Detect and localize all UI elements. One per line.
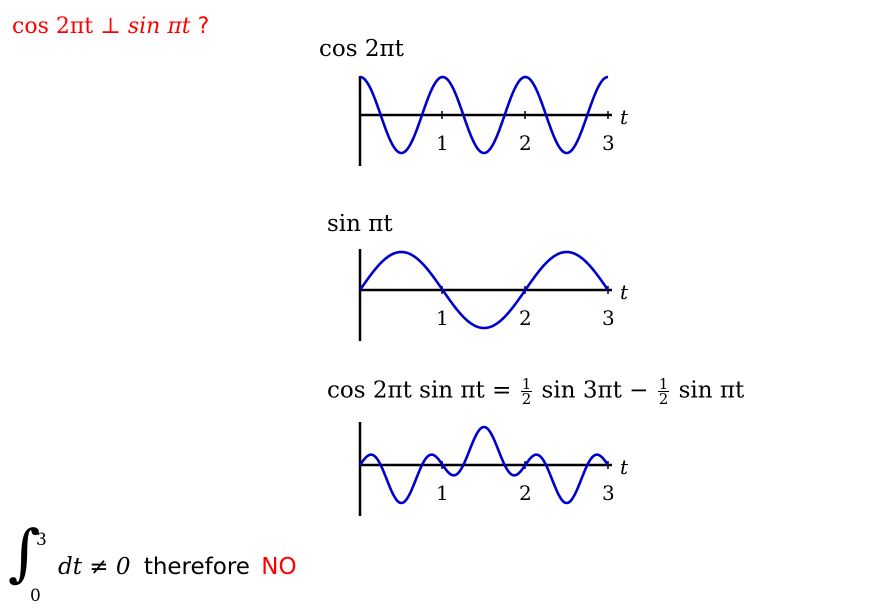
plot-3-tick-label-1: 1 — [436, 481, 449, 505]
plot-2-axis-label: t — [620, 280, 629, 304]
plot-1-tick-label-1: 1 — [436, 131, 449, 155]
plot-3-title-right: sin πt — [678, 377, 745, 404]
integrand: dt ≠ 0 — [58, 554, 131, 580]
therefore-word: therefore — [143, 554, 250, 580]
plot-1-tick-label-3: 3 — [602, 131, 615, 155]
question-heading: cos 2πt ⊥ sin πt ? — [12, 14, 209, 39]
plot-2-title-text: sin πt — [327, 211, 393, 237]
plot-3-title-left: cos 2πt sin πt = — [327, 377, 512, 404]
plot-2-tick-label-1: 1 — [436, 306, 449, 330]
plot-2-title: sin πt — [327, 211, 393, 237]
question-lhs: cos 2πt — [12, 14, 94, 39]
question-rhs: sin πt — [127, 14, 191, 39]
integral-upper-limit: 3 — [36, 530, 47, 550]
fraction-2-denominator: 2 — [658, 390, 669, 408]
fraction-1-numerator: 1 — [520, 375, 533, 393]
plot-1-curve — [359, 75, 609, 155]
plot-3-curve — [358, 425, 610, 505]
plot-3-tick-label-3: 3 — [602, 481, 615, 505]
plot-2-tick-label-3: 3 — [602, 306, 615, 330]
fraction-1-denominator: 2 — [521, 390, 532, 408]
plot-1-tick-label-2: 2 — [519, 131, 532, 155]
plot-3: 1 2 3 t — [358, 422, 629, 516]
verdict: NO — [261, 554, 297, 580]
plot-1-title: cos 2πt — [319, 36, 404, 62]
perpendicular-symbol: ⊥ — [100, 14, 121, 39]
conclusion-line: dt ≠ 0 therefore NO — [58, 554, 297, 580]
plot-2-curve — [358, 250, 610, 330]
plot-1-axis-label: t — [620, 105, 629, 129]
plot-3-tick-label-2: 2 — [519, 481, 532, 505]
plot-3-title-mid: sin 3πt − — [541, 377, 649, 404]
plot-3-axis-label: t — [620, 455, 629, 479]
plot-2: 1 2 3 t — [358, 249, 629, 341]
integral-sign: ∫ — [8, 516, 41, 589]
integral-lower-limit: 0 — [30, 586, 41, 606]
plot-2-tick-label-2: 2 — [519, 306, 532, 330]
question-mark: ? — [197, 14, 210, 39]
plot-1: 1 2 3 t — [358, 75, 629, 166]
fraction-2-numerator: 1 — [657, 375, 670, 393]
